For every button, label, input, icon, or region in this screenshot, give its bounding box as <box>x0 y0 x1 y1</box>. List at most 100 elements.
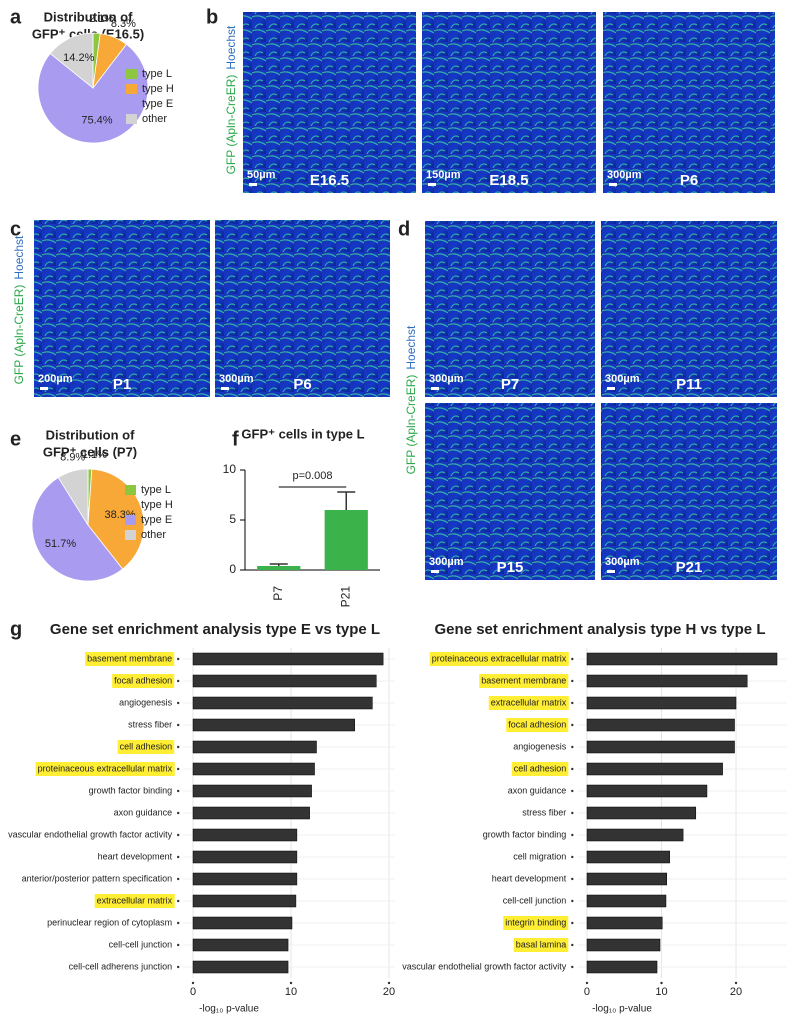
scale-label: 200µm <box>38 373 73 385</box>
bar <box>586 718 735 732</box>
category-label: proteinaceous extracellular matrix <box>38 763 173 773</box>
panel-letter: g <box>10 618 22 640</box>
bar <box>192 784 312 798</box>
category-label: basement membrane <box>481 675 566 685</box>
y-tick <box>177 833 180 837</box>
image-label: P15 <box>497 559 524 576</box>
stain-hoechst: Hoechst <box>12 235 26 280</box>
error-bar <box>269 563 288 566</box>
value-label: 14.2% <box>63 52 94 64</box>
x-tick <box>585 981 589 985</box>
micrograph <box>215 220 390 397</box>
chart-title: Distribution of <box>44 9 133 24</box>
stain-gfp: GFP (Apln-CreER) <box>404 375 418 475</box>
highlight <box>511 762 569 776</box>
legend-swatch <box>126 84 137 94</box>
y-tick <box>177 811 180 815</box>
image-label: P1 <box>113 376 131 393</box>
category-label: cell adhesion <box>514 763 567 773</box>
y-tick <box>571 811 574 815</box>
y-tick-label: 0 <box>229 562 236 576</box>
x-tick-label: 20 <box>730 986 742 998</box>
micrograph <box>603 12 775 193</box>
legend-swatch <box>125 530 136 540</box>
value-label: 8.9% <box>60 452 85 464</box>
category-label: anterior/posterior pattern specification <box>22 873 173 883</box>
bar <box>586 740 735 754</box>
bar <box>192 960 289 974</box>
highlight <box>112 674 175 688</box>
value-label: 51.7% <box>45 538 76 550</box>
y-tick <box>177 723 180 727</box>
category-label: basal lamina <box>516 939 567 949</box>
scale-bar <box>607 387 615 390</box>
scale-bar <box>609 183 617 186</box>
image-label: E18.5 <box>489 172 528 189</box>
panel-letter: e <box>10 428 21 450</box>
category-label: cell-cell junction <box>109 939 173 949</box>
y-tick <box>177 899 180 903</box>
category-label: cell-cell adherens junction <box>69 961 173 971</box>
category-label: cell migration <box>513 851 566 861</box>
x-tick-label: P7 <box>271 586 285 601</box>
scale-label: 300µm <box>605 373 640 385</box>
legend-label: type H <box>141 499 173 511</box>
bar <box>586 652 778 666</box>
y-tick <box>177 965 180 969</box>
legend-label: type E <box>142 98 173 110</box>
category-label: angiogenesis <box>119 697 173 707</box>
micrograph <box>425 403 595 580</box>
stain-gfp: GFP (Apln-CreER) <box>224 75 238 175</box>
category-label: integrin binding <box>505 917 566 927</box>
bar <box>192 740 317 754</box>
category-label: perinuclear region of cytoplasm <box>47 917 172 927</box>
legend-label: other <box>142 113 167 125</box>
category-label: axon guidance <box>508 785 567 795</box>
y-tick <box>571 877 574 881</box>
scale-label: 300µm <box>607 169 642 181</box>
y-tick <box>571 943 574 947</box>
y-tick <box>177 921 180 925</box>
highlight <box>85 652 175 666</box>
legend-swatch <box>126 69 137 79</box>
y-tick <box>571 767 574 771</box>
bar <box>586 916 663 930</box>
micrograph <box>422 12 596 193</box>
bar <box>192 850 298 864</box>
bar <box>586 960 658 974</box>
category-label: basement membrane <box>87 653 172 663</box>
y-tick <box>177 745 180 749</box>
x-tick-label: P21 <box>338 586 352 608</box>
legend-label: type H <box>142 83 174 95</box>
bar <box>192 806 310 820</box>
x-tick <box>289 981 293 985</box>
scale-bar <box>431 387 439 390</box>
value-label: 75.4% <box>81 115 112 127</box>
category-label: cell-cell junction <box>503 895 567 905</box>
scale-bar <box>249 183 257 186</box>
chart-title: Gene set enrichment analysis type E vs t… <box>50 621 380 638</box>
y-tick <box>177 877 180 881</box>
y-tick <box>571 679 574 683</box>
category-label: heart development <box>492 873 567 883</box>
bar <box>586 938 661 952</box>
y-tick-label: 5 <box>229 512 236 526</box>
stain-label: GFP (Apln-CreER) Hoechst <box>224 25 238 174</box>
image-label: E16.5 <box>310 172 349 189</box>
legend-swatch <box>126 99 137 109</box>
pie-slice <box>57 468 89 527</box>
pie-slice <box>31 476 124 582</box>
y-tick <box>571 723 574 727</box>
highlight <box>513 938 569 952</box>
scale-bar <box>40 387 48 390</box>
highlight <box>117 740 175 754</box>
x-tick <box>660 981 663 985</box>
image-label: P21 <box>676 559 703 576</box>
category-label: vascular endothelial growth factor activ… <box>402 961 567 971</box>
scale-bar <box>428 183 436 186</box>
panel-letter: d <box>398 218 410 240</box>
x-tick <box>387 981 391 985</box>
scale-bar <box>607 570 615 573</box>
image-label: P6 <box>293 376 311 393</box>
